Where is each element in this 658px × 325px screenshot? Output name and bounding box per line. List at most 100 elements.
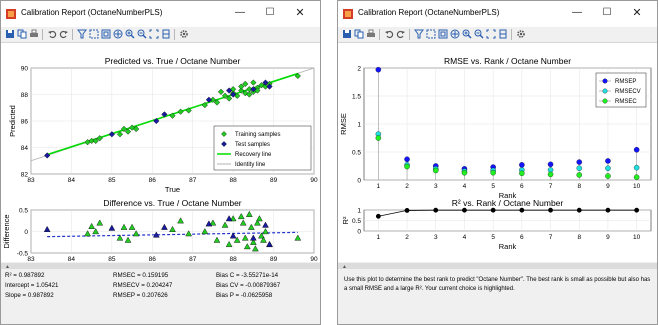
- test-sample-point: [262, 79, 269, 86]
- legend-entry: RMSEC: [615, 99, 637, 105]
- x-axis-label: Rank: [499, 191, 517, 200]
- zoom-box-icon[interactable]: [101, 29, 111, 39]
- save-icon[interactable]: [5, 29, 15, 39]
- test-sample-point: [44, 152, 51, 159]
- y-tick-label: 0: [24, 229, 28, 236]
- panel-splitter[interactable]: ▲: [338, 263, 657, 270]
- test-difference-point: [225, 215, 233, 222]
- rmsec-point: [547, 171, 554, 178]
- select-icon[interactable]: [89, 29, 99, 39]
- grid-icon[interactable]: [498, 29, 508, 39]
- y-tick-label: 84: [21, 145, 29, 152]
- zoom-box-icon[interactable]: [438, 29, 448, 39]
- zoom-out-icon[interactable]: [137, 29, 147, 39]
- minimize-button[interactable]: —: [572, 7, 582, 18]
- title-bar[interactable]: Calibration Report (OctaneNumberPLS) — ☐…: [1, 1, 320, 27]
- settings-icon[interactable]: [179, 29, 189, 39]
- legend: [213, 125, 312, 171]
- plot-area: 1 2 3 4 5 6 7 8 9 10 0 0.5 1 1.5 2 RMSE vs. Rank / Octa…: [338, 43, 657, 262]
- training-difference-point: [233, 236, 241, 243]
- training-difference-point: [169, 225, 176, 232]
- legend-marker: [602, 78, 608, 84]
- select-icon[interactable]: [426, 29, 436, 39]
- fit-icon[interactable]: [486, 29, 496, 39]
- training-difference-point: [229, 215, 237, 222]
- chart-title: RMSE vs. Rank / Octane Number: [444, 56, 571, 66]
- rmsec-point: [404, 163, 410, 170]
- calibration-report-window-right: Calibration Report (OctaneNumberPLS) — ☐…: [337, 0, 658, 325]
- panel-splitter[interactable]: ▲: [1, 263, 320, 270]
- training-difference-point: [213, 236, 221, 243]
- training-difference-point: [252, 245, 259, 252]
- stat-rmsep: RMSEP = 0.207626: [113, 292, 168, 299]
- redo-icon[interactable]: [59, 29, 69, 39]
- x-tick-label: 2: [405, 234, 409, 241]
- copy-icon[interactable]: [17, 29, 27, 39]
- copy-icon[interactable]: [354, 29, 364, 39]
- fit-icon[interactable]: [149, 29, 159, 39]
- zoom-in-icon[interactable]: [462, 29, 472, 39]
- test-sample-point: [226, 87, 233, 94]
- training-difference-point: [225, 240, 233, 248]
- grid-icon[interactable]: [161, 29, 171, 39]
- x-axis-label: Rank: [499, 242, 517, 251]
- legend-test-marker: [221, 141, 227, 147]
- y-tick-label: 88: [21, 92, 29, 99]
- redo-icon[interactable]: [396, 29, 406, 39]
- rank-guidance-text: Use this plot to determine the best rank…: [344, 277, 651, 292]
- print-icon[interactable]: [366, 29, 376, 39]
- stat-bias-p: Bias P = -0.0625958: [216, 292, 273, 299]
- chart-title: Predicted vs. True / Octane Number: [105, 56, 241, 66]
- training-difference-point: [221, 221, 229, 228]
- r2-point: [433, 207, 439, 213]
- r2-point: [634, 207, 640, 213]
- zoom-in-icon[interactable]: [125, 29, 135, 39]
- x-tick-label: 88: [230, 177, 238, 184]
- x-tick-label: 7: [549, 234, 553, 241]
- y-axis-label: Difference: [2, 214, 11, 248]
- training-sample-point: [238, 87, 245, 94]
- test-sample-point: [108, 131, 115, 138]
- undo-icon[interactable]: [47, 29, 57, 39]
- x-tick-label: 3: [434, 183, 438, 190]
- plot-area: 83 84 85 86 87 88 89 90 82 84 86 88 90 Predicted vs. …: [1, 43, 320, 262]
- title-bar[interactable]: Calibration Report (OctaneNumberPLS) — ☐…: [338, 1, 657, 27]
- training-sample-point: [177, 108, 184, 115]
- legend-entry: RMSEP: [615, 79, 636, 85]
- training-difference-point: [256, 215, 263, 222]
- close-button[interactable]: ✕: [632, 7, 642, 19]
- settings-icon[interactable]: [516, 29, 526, 39]
- training-sample-point: [250, 79, 257, 86]
- filter-icon[interactable]: [414, 29, 424, 39]
- x-tick-label: 5: [491, 234, 495, 241]
- x-tick-label: 8: [577, 234, 581, 241]
- close-button[interactable]: ✕: [295, 7, 305, 19]
- x-tick-label: 83: [27, 256, 35, 262]
- stat-bias-c: Bias C = -3.55271e-14: [216, 272, 279, 279]
- training-difference-point: [239, 219, 247, 226]
- test-difference-point: [152, 231, 160, 238]
- legend-entry: Test samples: [235, 142, 270, 148]
- maximize-button[interactable]: ☐: [265, 7, 275, 18]
- x-tick-label: 5: [491, 183, 495, 190]
- y-tick-label: 0.5: [352, 149, 361, 156]
- x-tick-label: 6: [520, 234, 524, 241]
- filter-icon[interactable]: [77, 29, 87, 39]
- x-tick-label: 7: [549, 183, 553, 190]
- undo-icon[interactable]: [384, 29, 394, 39]
- save-icon[interactable]: [342, 29, 352, 39]
- zoom-out-icon[interactable]: [474, 29, 484, 39]
- training-difference-point: [245, 210, 253, 217]
- training-difference-point: [177, 217, 184, 224]
- app-icon: [343, 9, 353, 19]
- training-difference-point: [88, 222, 95, 229]
- minimize-button[interactable]: —: [235, 7, 245, 18]
- pan-icon[interactable]: [450, 29, 460, 39]
- pan-icon[interactable]: [113, 29, 123, 39]
- training-difference-point: [84, 230, 91, 237]
- x-tick-label: 85: [108, 256, 116, 262]
- calibration-report-window-left: Calibration Report (OctaneNumberPLS) — ☐…: [0, 0, 321, 325]
- maximize-button[interactable]: ☐: [602, 7, 612, 18]
- print-icon[interactable]: [29, 29, 39, 39]
- x-tick-label: 9: [606, 183, 610, 190]
